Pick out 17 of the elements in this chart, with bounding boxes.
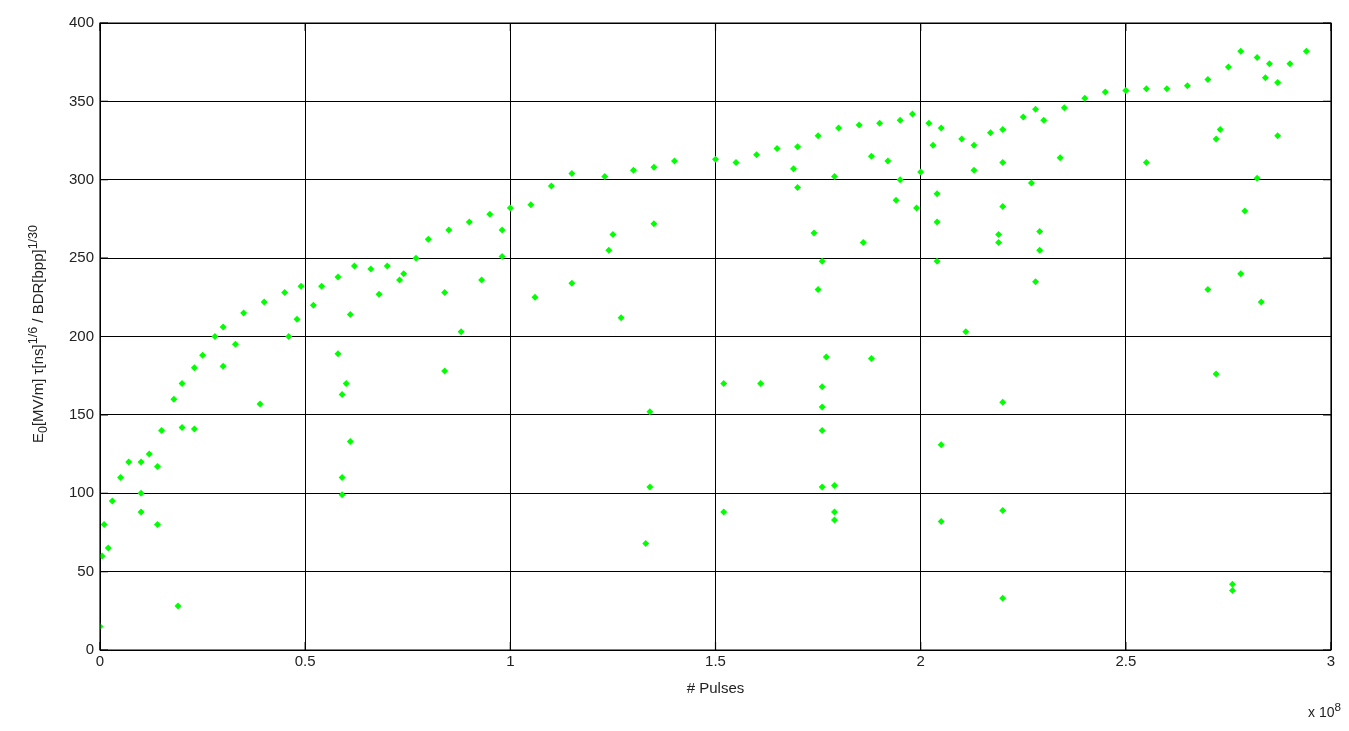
x-axis-title: # Pulses [686, 679, 745, 697]
x-tick-label: 2 [916, 652, 925, 670]
y-tick-label: 100 [69, 483, 95, 501]
y-tick-label: 300 [69, 169, 95, 187]
text: x 10$^{8}$ [1308, 700, 1341, 720]
x-tick-label: 0.5 [294, 652, 316, 670]
y-tick-label: 150 [69, 405, 95, 423]
y-tick-label: 350 [69, 91, 95, 109]
y-tick-label: 400 [69, 13, 95, 31]
x-tick-label: 3 [1326, 652, 1336, 670]
y-tick-label: 250 [69, 248, 95, 266]
x-tick-label: 1 [506, 652, 515, 670]
x-tick-label: 2.5 [1115, 652, 1137, 670]
x-tick-label: 1.5 [705, 652, 726, 670]
y-tick-label: 50 [77, 561, 95, 579]
y-tick-label: 0 [85, 640, 95, 658]
y-tick-label: 200 [69, 326, 95, 344]
